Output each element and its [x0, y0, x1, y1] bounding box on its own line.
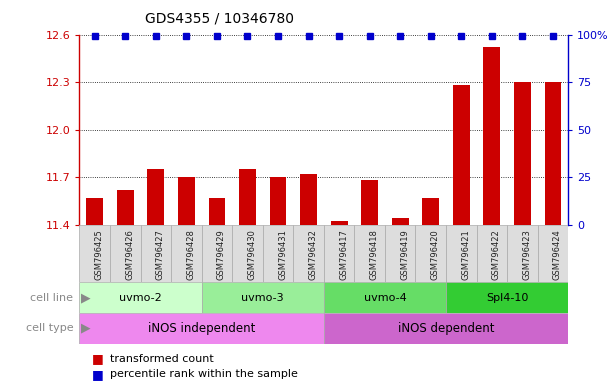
Bar: [483, 47, 500, 225]
Bar: [79, 225, 110, 282]
Text: ■: ■: [92, 353, 103, 366]
Text: uvmo-2: uvmo-2: [119, 293, 162, 303]
Bar: [79, 313, 324, 344]
Bar: [453, 85, 470, 225]
Bar: [263, 225, 293, 282]
Bar: [415, 225, 446, 282]
Bar: [79, 282, 202, 313]
Bar: [392, 218, 409, 225]
Text: GSM796426: GSM796426: [125, 229, 134, 280]
Text: GSM796432: GSM796432: [309, 229, 318, 280]
Text: GSM796417: GSM796417: [339, 229, 348, 280]
Bar: [86, 198, 103, 225]
Bar: [514, 82, 531, 225]
Text: GSM796420: GSM796420: [431, 229, 440, 280]
Bar: [293, 225, 324, 282]
Bar: [324, 313, 568, 344]
Bar: [269, 177, 287, 225]
Bar: [385, 225, 415, 282]
Bar: [202, 282, 324, 313]
Bar: [110, 225, 141, 282]
Text: GSM796431: GSM796431: [278, 229, 287, 280]
Text: Spl4-10: Spl4-10: [486, 293, 529, 303]
Text: uvmo-4: uvmo-4: [364, 293, 406, 303]
Bar: [202, 225, 232, 282]
Bar: [239, 169, 256, 225]
Text: GDS4355 / 10346780: GDS4355 / 10346780: [145, 12, 295, 25]
Text: cell type: cell type: [26, 323, 73, 333]
Text: cell line: cell line: [31, 293, 73, 303]
Bar: [544, 82, 562, 225]
Bar: [141, 225, 171, 282]
Text: uvmo-3: uvmo-3: [241, 293, 284, 303]
Text: GSM796430: GSM796430: [247, 229, 257, 280]
Bar: [446, 225, 477, 282]
Text: GSM796424: GSM796424: [553, 229, 562, 280]
Bar: [324, 225, 354, 282]
Text: iNOS dependent: iNOS dependent: [398, 322, 494, 335]
Text: ▶: ▶: [81, 291, 90, 304]
Text: GSM796425: GSM796425: [95, 229, 104, 280]
Bar: [232, 225, 263, 282]
Bar: [354, 225, 385, 282]
Text: ▶: ▶: [81, 322, 90, 335]
Text: GSM796419: GSM796419: [400, 229, 409, 280]
Bar: [477, 225, 507, 282]
Text: ■: ■: [92, 368, 103, 381]
Bar: [324, 282, 446, 313]
Text: GSM796421: GSM796421: [461, 229, 470, 280]
Bar: [446, 282, 568, 313]
Text: GSM796428: GSM796428: [186, 229, 196, 280]
Bar: [208, 198, 225, 225]
Text: GSM796429: GSM796429: [217, 229, 226, 280]
Text: GSM796418: GSM796418: [370, 229, 379, 280]
Bar: [422, 198, 439, 225]
Bar: [361, 180, 378, 225]
Text: percentile rank within the sample: percentile rank within the sample: [110, 369, 298, 379]
Text: GSM796427: GSM796427: [156, 229, 165, 280]
Text: GSM796423: GSM796423: [522, 229, 532, 280]
Bar: [117, 190, 134, 225]
Bar: [507, 225, 538, 282]
Text: iNOS independent: iNOS independent: [148, 322, 255, 335]
Bar: [300, 174, 317, 225]
Bar: [171, 225, 202, 282]
Text: transformed count: transformed count: [110, 354, 214, 364]
Bar: [538, 225, 568, 282]
Bar: [178, 177, 195, 225]
Bar: [147, 169, 164, 225]
Text: GSM796422: GSM796422: [492, 229, 501, 280]
Bar: [331, 222, 348, 225]
